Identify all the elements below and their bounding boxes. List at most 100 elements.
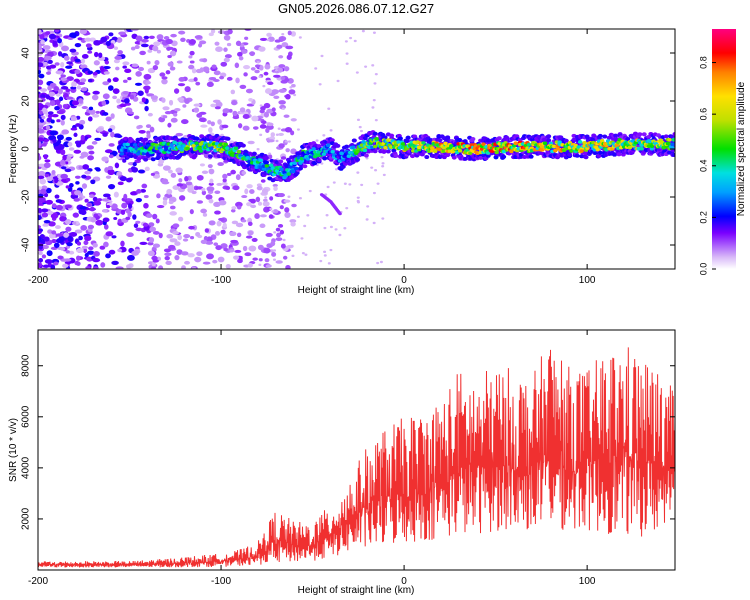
heatmap-cell (84, 198, 89, 203)
heatmap-cell (374, 72, 378, 76)
heatmap-cell (39, 104, 44, 109)
heatmap-cell (327, 107, 331, 110)
heatmap-cell (421, 141, 426, 145)
heatmap-cell (113, 216, 118, 221)
heatmap-cell (397, 136, 403, 141)
heatmap-cell (259, 124, 267, 129)
heatmap-cell (195, 81, 201, 86)
heatmap-cell (132, 161, 137, 167)
heatmap-cell (54, 106, 60, 111)
heatmap-cell (87, 155, 94, 161)
heatmap-cell (222, 173, 228, 179)
heatmap-cell (73, 149, 82, 154)
heatmap-cell (200, 239, 208, 244)
heatmap-cell (172, 223, 180, 228)
heatmap-cell (78, 98, 84, 104)
snr-y-label: SNR (10 * v/v) (8, 418, 19, 482)
heatmap-cell (51, 170, 56, 175)
heatmap-cell (90, 217, 97, 223)
heatmap-cell (229, 249, 235, 253)
heatmap-cell (194, 35, 203, 39)
heatmap-cell (646, 135, 652, 140)
heatmap-cell (47, 229, 53, 234)
heatmap-cell (187, 253, 195, 258)
heatmap-cell (213, 78, 220, 82)
heatmap-cell (264, 88, 273, 95)
heatmap-cell (64, 168, 72, 173)
heatmap-cell (176, 183, 184, 187)
heatmap-cell (322, 156, 328, 161)
heatmap-cell (111, 203, 118, 210)
heatmap-cell (56, 134, 64, 141)
heatmap-cell (230, 208, 236, 213)
heatmap-cell (264, 258, 270, 263)
heatmap-cell (44, 55, 52, 61)
heatmap-cell (196, 251, 203, 257)
heatmap-cell (105, 116, 112, 122)
heatmap-cell (93, 251, 100, 257)
heatmap-cell (145, 81, 151, 85)
heatmap-cell (344, 144, 350, 149)
heatmap-cell (216, 182, 223, 186)
heatmap-cell (51, 230, 57, 235)
heatmap-cell (66, 242, 73, 247)
heatmap-cell (192, 153, 198, 158)
heatmap-cell (38, 214, 42, 221)
heatmap-cell (212, 259, 218, 264)
heatmap-cell (38, 140, 42, 147)
heatmap-cell (38, 73, 45, 79)
heatmap-cell (101, 198, 109, 202)
heatmap-cell (152, 243, 161, 248)
heatmap-cell (68, 250, 75, 255)
spectrogram-y-label: Frequency (Hz) (8, 115, 19, 184)
heatmap-cell (122, 61, 130, 66)
heatmap-cell (424, 155, 430, 160)
heatmap-cell (125, 208, 131, 214)
heatmap-cell (231, 220, 239, 225)
heatmap-cell (235, 174, 241, 181)
heatmap-cell (344, 40, 348, 43)
heatmap-cell (108, 154, 114, 159)
heatmap-cell (329, 129, 333, 132)
heatmap-cell (513, 141, 518, 146)
heatmap-cell (269, 196, 274, 201)
x-tick-label: -100 (211, 275, 231, 286)
heatmap-cell (202, 213, 208, 217)
heatmap-cell (277, 67, 284, 73)
heatmap-cell (135, 198, 142, 203)
y-tick-label: 40 (21, 47, 32, 59)
heatmap-cell (150, 95, 159, 100)
heatmap-cell (211, 64, 217, 69)
heatmap-cell (372, 131, 378, 136)
heatmap-cell (75, 255, 81, 261)
heatmap-cell (79, 119, 86, 125)
heatmap-cell (296, 215, 300, 218)
heatmap-cell (290, 244, 294, 248)
heatmap-cell (242, 245, 248, 252)
heatmap-cell (278, 88, 287, 93)
heatmap-cell (111, 36, 118, 41)
heatmap-cell (191, 190, 197, 195)
heatmap-cell (315, 139, 319, 142)
heatmap-cell (279, 229, 285, 235)
heatmap-cell (528, 154, 534, 159)
heatmap-cell (271, 210, 275, 213)
heatmap-cell (362, 148, 368, 153)
heatmap-cell (276, 44, 283, 49)
heatmap-cell (143, 202, 149, 209)
heatmap-cell (103, 193, 111, 198)
heatmap-cell (616, 152, 622, 157)
heatmap-cell (105, 175, 112, 179)
heatmap-cell (177, 234, 183, 241)
heatmap-cell (38, 97, 42, 103)
heatmap-cell (249, 189, 255, 195)
heatmap-cell (296, 128, 300, 131)
heatmap-cell (122, 91, 130, 95)
heatmap-cell (200, 124, 208, 128)
heatmap-cell (81, 58, 86, 64)
heatmap-cell (135, 227, 143, 232)
heatmap-cell (44, 159, 51, 163)
heatmap-cell (42, 143, 47, 147)
heatmap-cell (210, 29, 216, 34)
